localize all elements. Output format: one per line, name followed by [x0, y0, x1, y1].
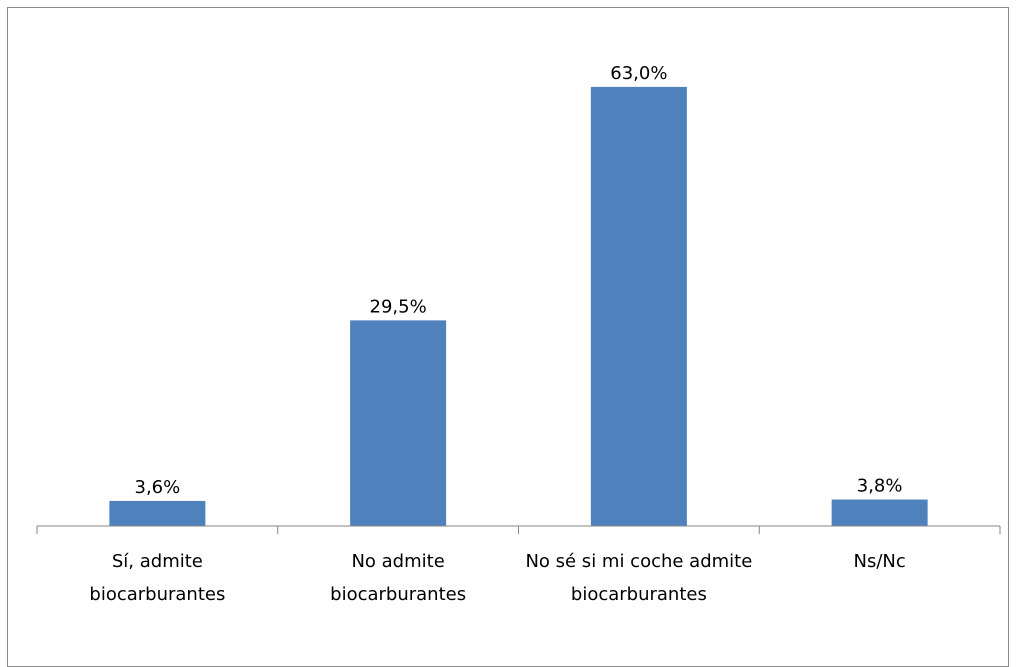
- x-tick-label: No sé si mi coche admite biocarburantes: [525, 551, 753, 605]
- chart: 3,6% 29,5% 63,0% 3,8%: [36, 63, 1001, 534]
- x-tick-label: Sí, admite biocarburantes: [89, 551, 226, 605]
- data-label: 3,6%: [135, 477, 181, 498]
- data-label: 3,8%: [857, 476, 903, 497]
- bar: [109, 500, 206, 526]
- bar: [831, 499, 928, 526]
- bar: [350, 320, 447, 526]
- data-label: 63,0%: [610, 63, 667, 84]
- x-tick-label: No admite biocarburantes: [330, 551, 467, 605]
- page: {"chart_data": {"type": "bar", "categori…: [7, 7, 1009, 667]
- bar: [590, 86, 687, 526]
- data-label: 29,5%: [370, 296, 427, 317]
- x-tick-label: Ns/Nc: [853, 551, 906, 572]
